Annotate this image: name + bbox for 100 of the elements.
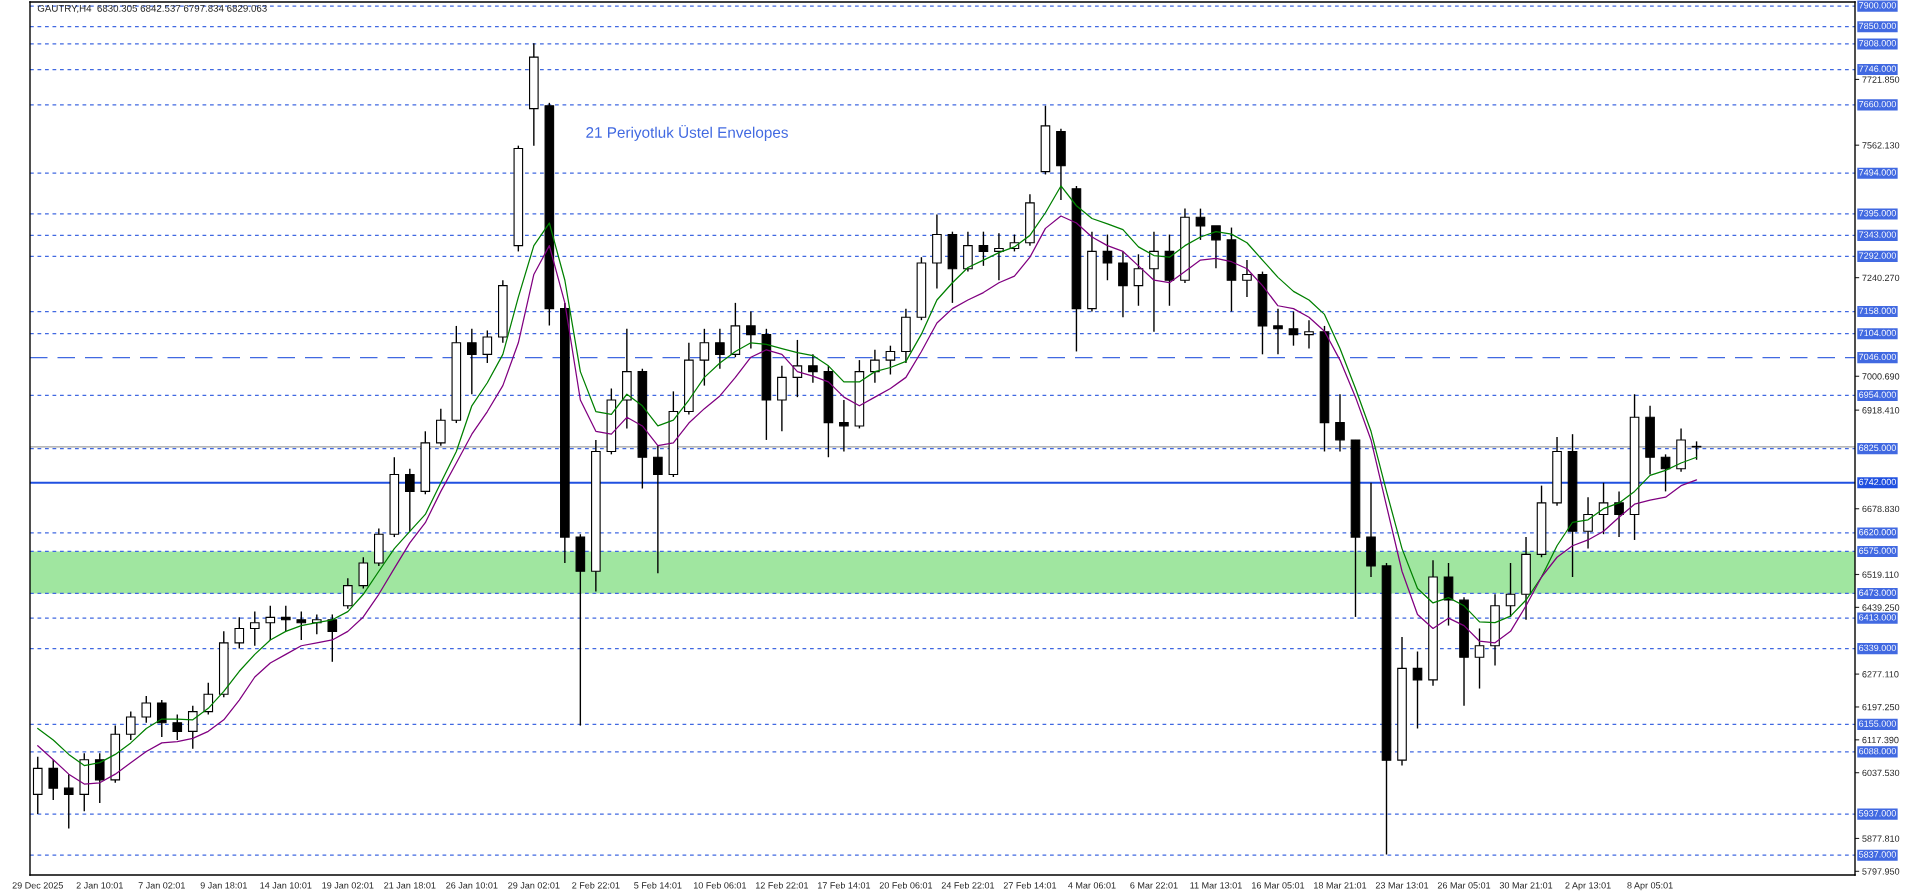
candlestick bbox=[1149, 230, 1159, 333]
y-tick-label: 6277.110 bbox=[1862, 671, 1899, 678]
y-tick-label: 7000.690 bbox=[1862, 373, 1900, 380]
candlestick bbox=[482, 329, 493, 364]
candlestick bbox=[1133, 253, 1144, 307]
ref-line-label: 5937.000 bbox=[1859, 810, 1896, 817]
ref-line-label: 7343.000 bbox=[1859, 231, 1896, 238]
candlestick bbox=[265, 605, 276, 641]
candlestick bbox=[1614, 490, 1624, 538]
x-tick-label: 18 Mar 21:01 bbox=[1314, 882, 1367, 889]
x-tick-label: 20 Feb 06:01 bbox=[879, 881, 933, 889]
x-tick-label: 30 Mar 21:01 bbox=[1499, 882, 1553, 889]
chart-title: GAUTRY,H4 6830.305 6842.537 6797.834 6829.063 bbox=[37, 4, 267, 13]
candlestick bbox=[405, 468, 415, 533]
x-tick-label: 29 Dec 2025 bbox=[12, 882, 63, 889]
candlestick bbox=[48, 759, 59, 801]
x-tick-label: 14 Jan 10:01 bbox=[260, 882, 312, 889]
candlestick bbox=[1335, 393, 1345, 453]
x-tick-label: 4 Mar 06:01 bbox=[1068, 882, 1116, 889]
ref-line-label: 6155.000 bbox=[1859, 720, 1896, 727]
x-tick-label: 5 Feb 14:01 bbox=[634, 881, 682, 889]
candlestick bbox=[436, 407, 446, 447]
ref-line-label: 7746.000 bbox=[1859, 65, 1896, 72]
y-tick-label: 6037.530 bbox=[1862, 769, 1900, 777]
ref-line-label: 6339.000 bbox=[1859, 644, 1896, 652]
candlestick bbox=[1443, 562, 1454, 627]
candlestick bbox=[94, 752, 105, 804]
x-tick-label: 24 Feb 22:01 bbox=[941, 881, 995, 889]
ref-line-label: 7900.000 bbox=[1859, 2, 1896, 9]
x-tick-label: 10 Feb 06:01 bbox=[693, 881, 747, 889]
candlestick bbox=[358, 556, 369, 590]
x-tick-label: 23 Mar 13:01 bbox=[1375, 882, 1429, 889]
candlestick bbox=[792, 339, 803, 398]
candlestick bbox=[885, 344, 896, 376]
candlestick bbox=[141, 695, 152, 724]
ref-line-label: 6413.000 bbox=[1859, 614, 1896, 621]
y-tick-label: 7721.850 bbox=[1862, 76, 1900, 83]
candlestick bbox=[1583, 496, 1593, 550]
ref-line-label: 7104.000 bbox=[1859, 329, 1896, 337]
candlestick bbox=[203, 682, 214, 716]
y-tick-label: 6197.250 bbox=[1862, 703, 1900, 711]
ref-line-label: 7395.000 bbox=[1859, 210, 1896, 217]
ref-line-label: 7158.000 bbox=[1859, 307, 1896, 314]
y-tick-label: 7240.270 bbox=[1862, 274, 1900, 282]
candlestick bbox=[234, 616, 245, 650]
candlestick bbox=[1118, 250, 1128, 318]
ref-line-label: 7850.000 bbox=[1859, 22, 1896, 30]
y-tick-label: 6117.390 bbox=[1862, 736, 1899, 744]
x-tick-label: 26 Mar 05:01 bbox=[1437, 882, 1491, 889]
candlestick bbox=[653, 445, 663, 574]
candlestick bbox=[994, 232, 1004, 281]
ref-line-label: 6473.000 bbox=[1859, 589, 1896, 596]
y-tick-label: 6519.110 bbox=[1862, 571, 1899, 578]
candlestick bbox=[1195, 207, 1206, 241]
y-tick-label: 7562.130 bbox=[1862, 142, 1900, 149]
x-tick-label: 2 Feb 22:01 bbox=[572, 881, 620, 889]
candlestick bbox=[296, 610, 307, 641]
candlestick bbox=[746, 310, 756, 350]
ref-line-label: 7660.000 bbox=[1859, 100, 1896, 108]
candlestick bbox=[280, 605, 291, 633]
x-tick-label: 6 Mar 22:01 bbox=[1130, 882, 1178, 889]
candlestick bbox=[870, 349, 880, 384]
candlestick bbox=[777, 365, 787, 432]
y-tick-label: 6918.410 bbox=[1862, 407, 1900, 414]
y-tick-label: 5797.950 bbox=[1862, 868, 1900, 875]
x-tick-label: 19 Jan 02:01 bbox=[322, 882, 374, 889]
candlestick bbox=[1304, 319, 1314, 350]
ref-line-label: 6575.000 bbox=[1859, 547, 1896, 554]
candlestick bbox=[808, 353, 818, 384]
candlestick bbox=[467, 328, 477, 395]
y-tick-label: 6678.830 bbox=[1862, 505, 1900, 513]
candlestick bbox=[342, 577, 353, 610]
candlestick bbox=[1474, 627, 1485, 690]
candlestick bbox=[172, 713, 183, 741]
y-tick-label: 5877.810 bbox=[1862, 835, 1900, 842]
x-tick-label: 2 Apr 13:01 bbox=[1565, 882, 1611, 891]
y-tick-label: 6439.250 bbox=[1862, 604, 1900, 611]
candlestick bbox=[1102, 233, 1113, 281]
x-tick-label: 27 Feb 14:01 bbox=[1003, 881, 1057, 889]
x-tick-label: 16 Mar 05:01 bbox=[1252, 882, 1305, 889]
candlestick bbox=[187, 705, 198, 750]
x-tick-label: 12 Feb 22:01 bbox=[755, 881, 809, 889]
ref-line-label: 7046.000 bbox=[1859, 353, 1896, 361]
x-tick-label: 2 Jan 10:01 bbox=[76, 882, 123, 889]
candlestick bbox=[978, 230, 989, 267]
ref-line-label: 7808.000 bbox=[1859, 40, 1896, 47]
x-tick-label: 29 Jan 02:01 bbox=[508, 882, 560, 889]
ref-line-label: 6954.000 bbox=[1859, 391, 1896, 398]
x-tick-label: 17 Feb 14:01 bbox=[817, 881, 871, 889]
candlestick bbox=[1211, 225, 1221, 269]
candlestick bbox=[963, 230, 973, 273]
candlestick bbox=[327, 613, 338, 663]
candlestick bbox=[156, 699, 167, 738]
ref-line-label: 5837.000 bbox=[1859, 851, 1896, 858]
ref-line-label: 6742.000 bbox=[1859, 478, 1896, 486]
x-tick-label: 9 Jan 18:01 bbox=[200, 882, 247, 889]
candlestick bbox=[699, 328, 710, 387]
candlestick bbox=[249, 610, 260, 647]
ref-line-label: 6620.000 bbox=[1859, 528, 1896, 536]
ref-line-label: 7292.000 bbox=[1859, 252, 1896, 259]
